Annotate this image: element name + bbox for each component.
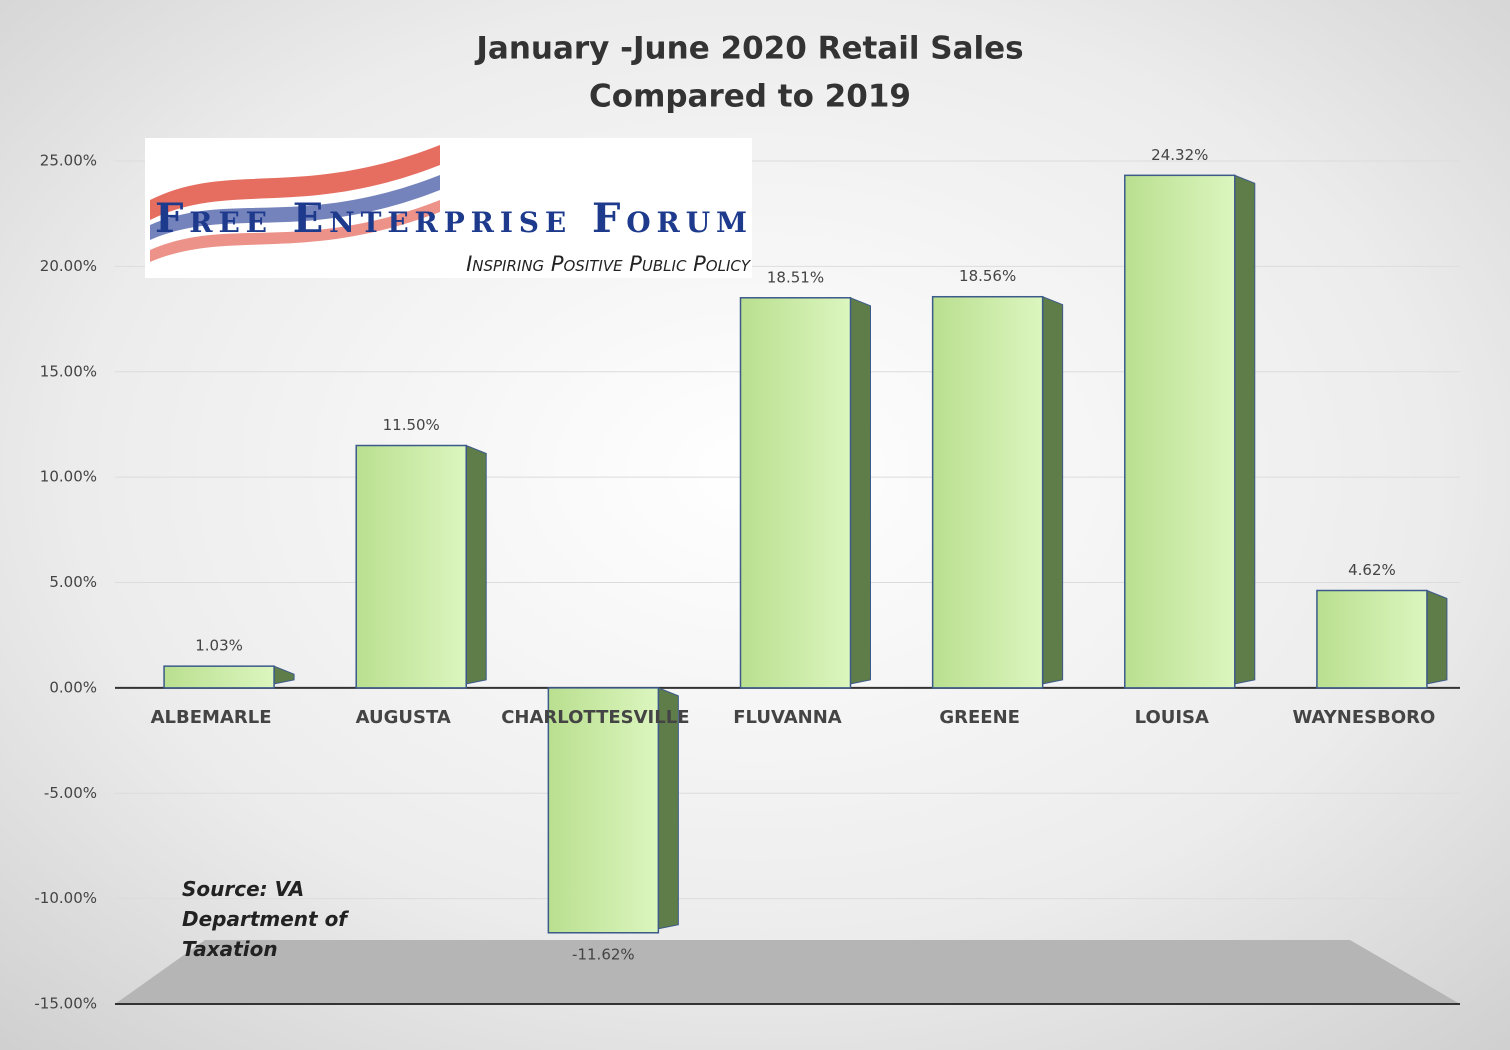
logo-name: Free Enterprise Forum bbox=[155, 195, 747, 242]
value-label: 11.50% bbox=[383, 416, 440, 434]
bar bbox=[547, 687, 660, 934]
y-tick-label: 0.00% bbox=[49, 678, 97, 696]
x-tick-label: LOUISA bbox=[1135, 707, 1209, 728]
value-label: -11.62% bbox=[572, 945, 635, 963]
x-tick-label: ALBEMARLE bbox=[151, 707, 272, 728]
y-tick-label: -10.00% bbox=[34, 889, 97, 907]
y-tick-label: 15.00% bbox=[40, 362, 97, 380]
bar bbox=[163, 665, 275, 689]
logo: Free Enterprise Forum Inspiring Positive… bbox=[145, 138, 752, 278]
y-tick-label: 10.00% bbox=[40, 468, 97, 486]
x-tick-label: AUGUSTA bbox=[356, 707, 451, 728]
bar-side bbox=[1426, 589, 1448, 685]
logo-stripe bbox=[150, 175, 440, 240]
bar-side bbox=[850, 297, 871, 685]
value-label: 1.03% bbox=[195, 637, 243, 655]
logo-tagline: Inspiring Positive Public Policy bbox=[466, 252, 752, 276]
x-tick-label: CHARLOTTESVILLE bbox=[501, 707, 689, 728]
chart-title: January -June 2020 Retail Sales bbox=[474, 31, 1023, 67]
value-label: 18.56% bbox=[959, 267, 1016, 285]
annotation: Source: VA Department of Taxation bbox=[182, 877, 348, 961]
bar-side bbox=[1042, 295, 1064, 685]
x-tick-label: WAYNESBORO bbox=[1293, 707, 1436, 728]
bar-side bbox=[465, 444, 487, 685]
bar-side bbox=[1234, 174, 1256, 685]
bar bbox=[1124, 174, 1236, 689]
value-label: 4.62% bbox=[1348, 561, 1396, 579]
floor bbox=[115, 940, 1460, 1004]
logo-box bbox=[145, 138, 752, 278]
logo-stripe bbox=[150, 145, 440, 220]
y-tick-label: 20.00% bbox=[40, 257, 97, 275]
bar bbox=[739, 297, 852, 689]
bar bbox=[1316, 589, 1428, 689]
chart-title: Compared to 2019 bbox=[589, 79, 911, 115]
value-label: 18.51% bbox=[767, 268, 824, 286]
bar bbox=[931, 295, 1044, 689]
y-tick-label: -15.00% bbox=[34, 995, 97, 1013]
bar bbox=[355, 444, 467, 689]
value-label: 24.32% bbox=[1151, 146, 1208, 164]
y-tick-label: 5.00% bbox=[49, 573, 97, 591]
y-tick-label: -5.00% bbox=[44, 784, 97, 802]
plot: -15.00% -10.00% -5.00% 0.00% 5.00% 10.00% 15.0… bbox=[34, 146, 1460, 1013]
x-tick-label: FLUVANNA bbox=[733, 707, 842, 728]
x-tick-label: GREENE bbox=[939, 707, 1020, 728]
y-tick-label: 25.00% bbox=[40, 152, 97, 170]
